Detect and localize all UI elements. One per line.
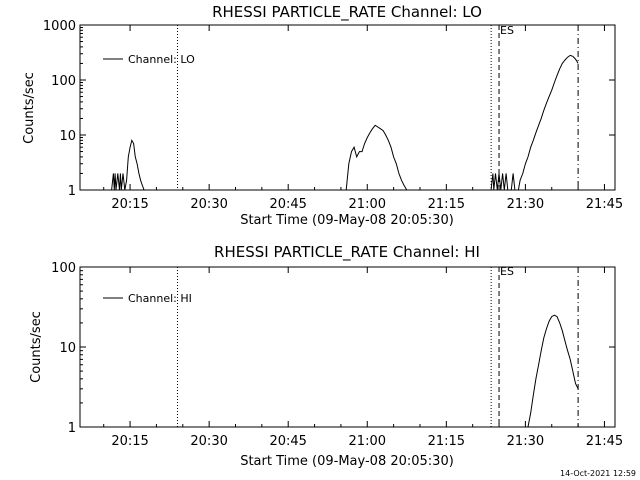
panel-lo: RHESSI PARTICLE_RATE Channel: LO Start T…	[22, 3, 623, 228]
y-tick-label: 1	[68, 184, 76, 199]
series-line	[490, 54, 579, 191]
y-tick-label: 1	[68, 421, 76, 436]
x-tick-label: 21:15	[428, 434, 465, 449]
x-tick-label: 21:45	[586, 434, 623, 449]
x-tick-label: 21:30	[507, 197, 544, 212]
y-tick-label: 100	[51, 261, 76, 276]
y-tick-label: 100	[51, 74, 76, 89]
marker-label-es-lo: ES	[500, 24, 514, 37]
x-tick-label: 20:30	[190, 197, 227, 212]
x-tick-label: 20:45	[269, 197, 306, 212]
x-tick-label: 20:45	[269, 434, 306, 449]
series-line	[111, 138, 146, 191]
x-tick-label: 21:30	[507, 434, 544, 449]
x-tick-label: 21:00	[349, 434, 386, 449]
series-line	[527, 314, 579, 428]
x-axis-label-lo: Start Time (09-May-08 20:05:30)	[240, 213, 454, 228]
x-tick-label: 20:30	[190, 434, 227, 449]
plot-frame-hi	[79, 266, 616, 428]
y-tick-label: 1000	[43, 19, 76, 34]
y-tick-label: 10	[59, 341, 76, 356]
footer-timestamp: 14-Oct-2021 12:59	[560, 469, 636, 478]
series-line	[345, 124, 408, 191]
chart-title-lo: RHESSI PARTICLE_RATE Channel: LO	[212, 3, 482, 22]
x-tick-label: 20:15	[111, 197, 148, 212]
y-axis-label-lo: Counts/sec	[22, 72, 37, 144]
x-tick-label: 21:00	[349, 197, 386, 212]
legend-label-lo: Channel: LO	[128, 53, 195, 66]
plot-frame-lo	[79, 24, 616, 191]
y-axis-label-hi: Counts/sec	[29, 311, 44, 383]
chart-title-hi: RHESSI PARTICLE_RATE Channel: HI	[214, 243, 480, 262]
x-tick-label: 21:45	[586, 197, 623, 212]
panel-hi: RHESSI PARTICLE_RATE Channel: HI Start T…	[29, 243, 623, 469]
x-tick-label: 20:15	[111, 434, 148, 449]
x-tick-label: 21:15	[428, 197, 465, 212]
marker-label-es-hi: ES	[500, 265, 514, 278]
y-tick-label: 10	[59, 129, 76, 144]
legend-label-hi: Channel: HI	[128, 292, 192, 305]
x-axis-label-hi: Start Time (09-May-08 20:05:30)	[240, 454, 454, 469]
